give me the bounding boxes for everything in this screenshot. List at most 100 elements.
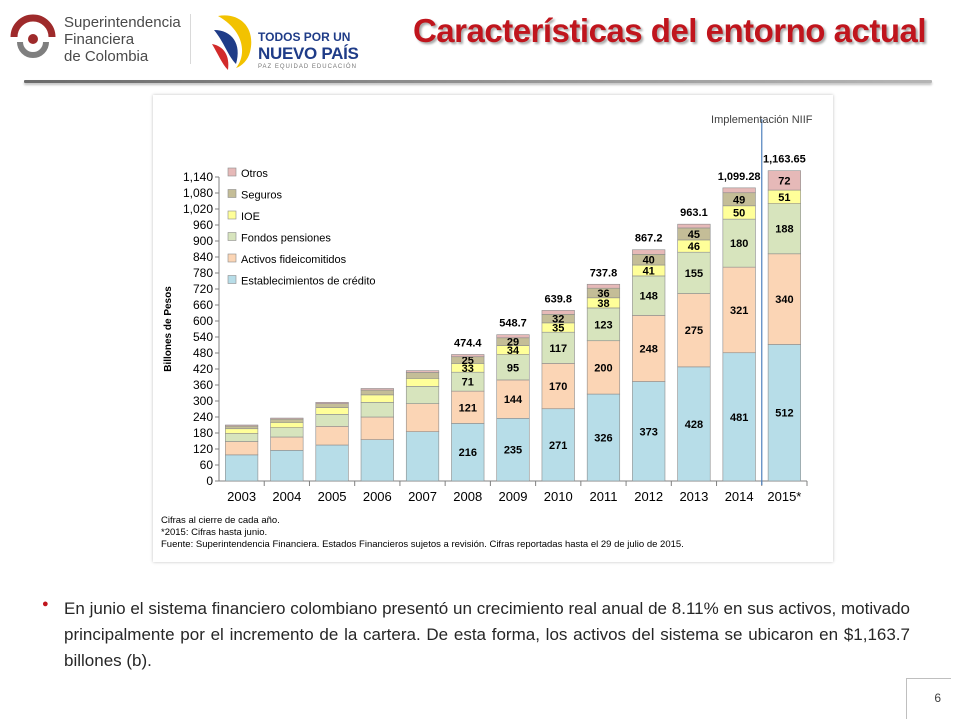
bar-data-label: 144 — [504, 394, 523, 406]
bar-segment — [270, 450, 304, 482]
x-tick-label: 2004 — [272, 489, 301, 504]
bar-segment — [405, 431, 440, 482]
legend-entry: Establecimientos de crédito — [241, 276, 376, 288]
x-tick-label: 2006 — [363, 489, 392, 504]
bar-segment — [586, 340, 621, 395]
bar-data-label: 216 — [459, 447, 477, 459]
bar-segment — [586, 307, 621, 342]
y-tick-label: 1,140 — [183, 170, 213, 184]
bar-segment — [360, 388, 394, 391]
bar-data-label: 340 — [775, 294, 793, 306]
bar-total-label: 639.8 — [544, 293, 572, 305]
y-tick-label: 720 — [193, 282, 213, 296]
bar-data-label: 71 — [462, 377, 474, 389]
legend-swatch — [227, 275, 237, 284]
y-tick-label: 780 — [193, 266, 213, 280]
bar-segment — [541, 310, 575, 315]
x-tick-label: 2003 — [227, 489, 256, 504]
niif-annotation: Implementación NIIF — [711, 114, 813, 126]
bar-data-label: 235 — [504, 445, 522, 457]
chart-note: Cifras al cierre de cada año. — [161, 515, 280, 526]
bar-segment — [586, 283, 621, 289]
y-tick-label: 0 — [206, 474, 213, 488]
bar-segment — [677, 223, 711, 229]
y-axis-title: Billones de Pesos — [163, 286, 174, 372]
bar-segment — [451, 354, 485, 358]
superintendencia-logo: Superintendencia Financiera de Colombia — [8, 12, 181, 66]
bar-segment — [405, 403, 440, 432]
bar-total-label: 474.4 — [454, 337, 482, 349]
y-tick-label: 120 — [193, 442, 213, 456]
bar-data-label: 32 — [552, 314, 564, 326]
y-tick-label: 960 — [193, 218, 213, 232]
legend-swatch — [227, 232, 237, 241]
bar-data-label: 40 — [643, 255, 655, 267]
bar-data-label: 188 — [775, 224, 793, 236]
y-tick-label: 480 — [193, 346, 213, 360]
bar-segment — [315, 444, 349, 482]
legend-entry: Activos fideicomitidos — [241, 254, 347, 266]
y-tick-label: 180 — [193, 426, 213, 440]
bar-data-label: 95 — [507, 362, 519, 374]
bar-data-label: 36 — [597, 288, 609, 300]
bar-segment — [225, 428, 259, 434]
y-tick-label: 360 — [193, 378, 213, 392]
bar-data-label: 46 — [688, 241, 700, 253]
bar-data-label: 512 — [775, 408, 793, 420]
legend-swatch — [227, 189, 237, 198]
bar-segment — [451, 390, 485, 424]
bar-segment — [315, 402, 349, 404]
x-tick-label: 2005 — [318, 489, 347, 504]
logo-divider — [190, 14, 191, 64]
bar-data-label: 428 — [685, 419, 703, 431]
bar-segment — [632, 275, 666, 316]
bar-data-label: 35 — [552, 323, 564, 335]
bar-segment — [722, 187, 756, 194]
legend-entry: Fondos pensiones — [241, 233, 331, 245]
bar-data-label: 72 — [778, 175, 790, 187]
bar-segment — [270, 417, 304, 420]
y-tick-label: 300 — [193, 394, 213, 408]
chart-note: Fuente: Superintendencia Financiera. Est… — [161, 539, 684, 550]
bar-data-label: 155 — [685, 268, 703, 280]
x-tick-label: 2008 — [453, 489, 482, 504]
y-tick-label: 840 — [193, 250, 213, 264]
bar-segment — [722, 352, 756, 482]
bar-segment — [541, 331, 575, 364]
bar-segment — [677, 366, 711, 482]
bar-segment — [315, 403, 349, 408]
y-tick-label: 1,020 — [183, 202, 213, 216]
bar-segment — [405, 386, 440, 404]
x-tick-label: 2013 — [679, 489, 708, 504]
legend-entry: IOE — [241, 211, 260, 223]
y-tick-label: 420 — [193, 362, 213, 376]
bar-data-label: 326 — [594, 433, 612, 445]
bar-segment — [360, 389, 394, 396]
page-title: Características del entorno actual — [412, 12, 927, 49]
legend-swatch — [227, 210, 237, 220]
bar-segment — [315, 426, 349, 446]
bar-total-label: 963.1 — [680, 207, 708, 219]
bar-data-label: 148 — [640, 291, 658, 303]
bar-segment — [360, 394, 394, 403]
bar-total-label: 1,099.28 — [718, 171, 761, 183]
org-logo-line: Financiera — [64, 31, 135, 48]
bullet-icon: ● — [42, 598, 49, 610]
x-tick-label: 2012 — [634, 489, 663, 504]
bar-data-label: 321 — [730, 305, 748, 317]
bar-segment — [225, 433, 259, 442]
gobierno-logo: TODOS POR UN NUEVO PAÍS PAZ EQUIDAD EDUC… — [210, 8, 370, 74]
bar-segment — [767, 203, 801, 255]
bar-segment — [315, 414, 349, 427]
bar-data-label: 51 — [778, 192, 790, 204]
bar-data-label: 121 — [459, 402, 477, 414]
org-logo-line: Superintendencia — [64, 14, 181, 31]
bar-segment — [541, 408, 575, 482]
x-tick-label: 2007 — [408, 489, 437, 504]
bar-segment — [451, 423, 485, 482]
title-divider — [24, 80, 932, 83]
bar-segment — [496, 354, 530, 381]
gov-logo-line3: PAZ EQUIDAD EDUCACIÓN — [258, 64, 357, 70]
legend-entry: Otros — [241, 168, 268, 180]
x-tick-label: 2010 — [544, 489, 573, 504]
